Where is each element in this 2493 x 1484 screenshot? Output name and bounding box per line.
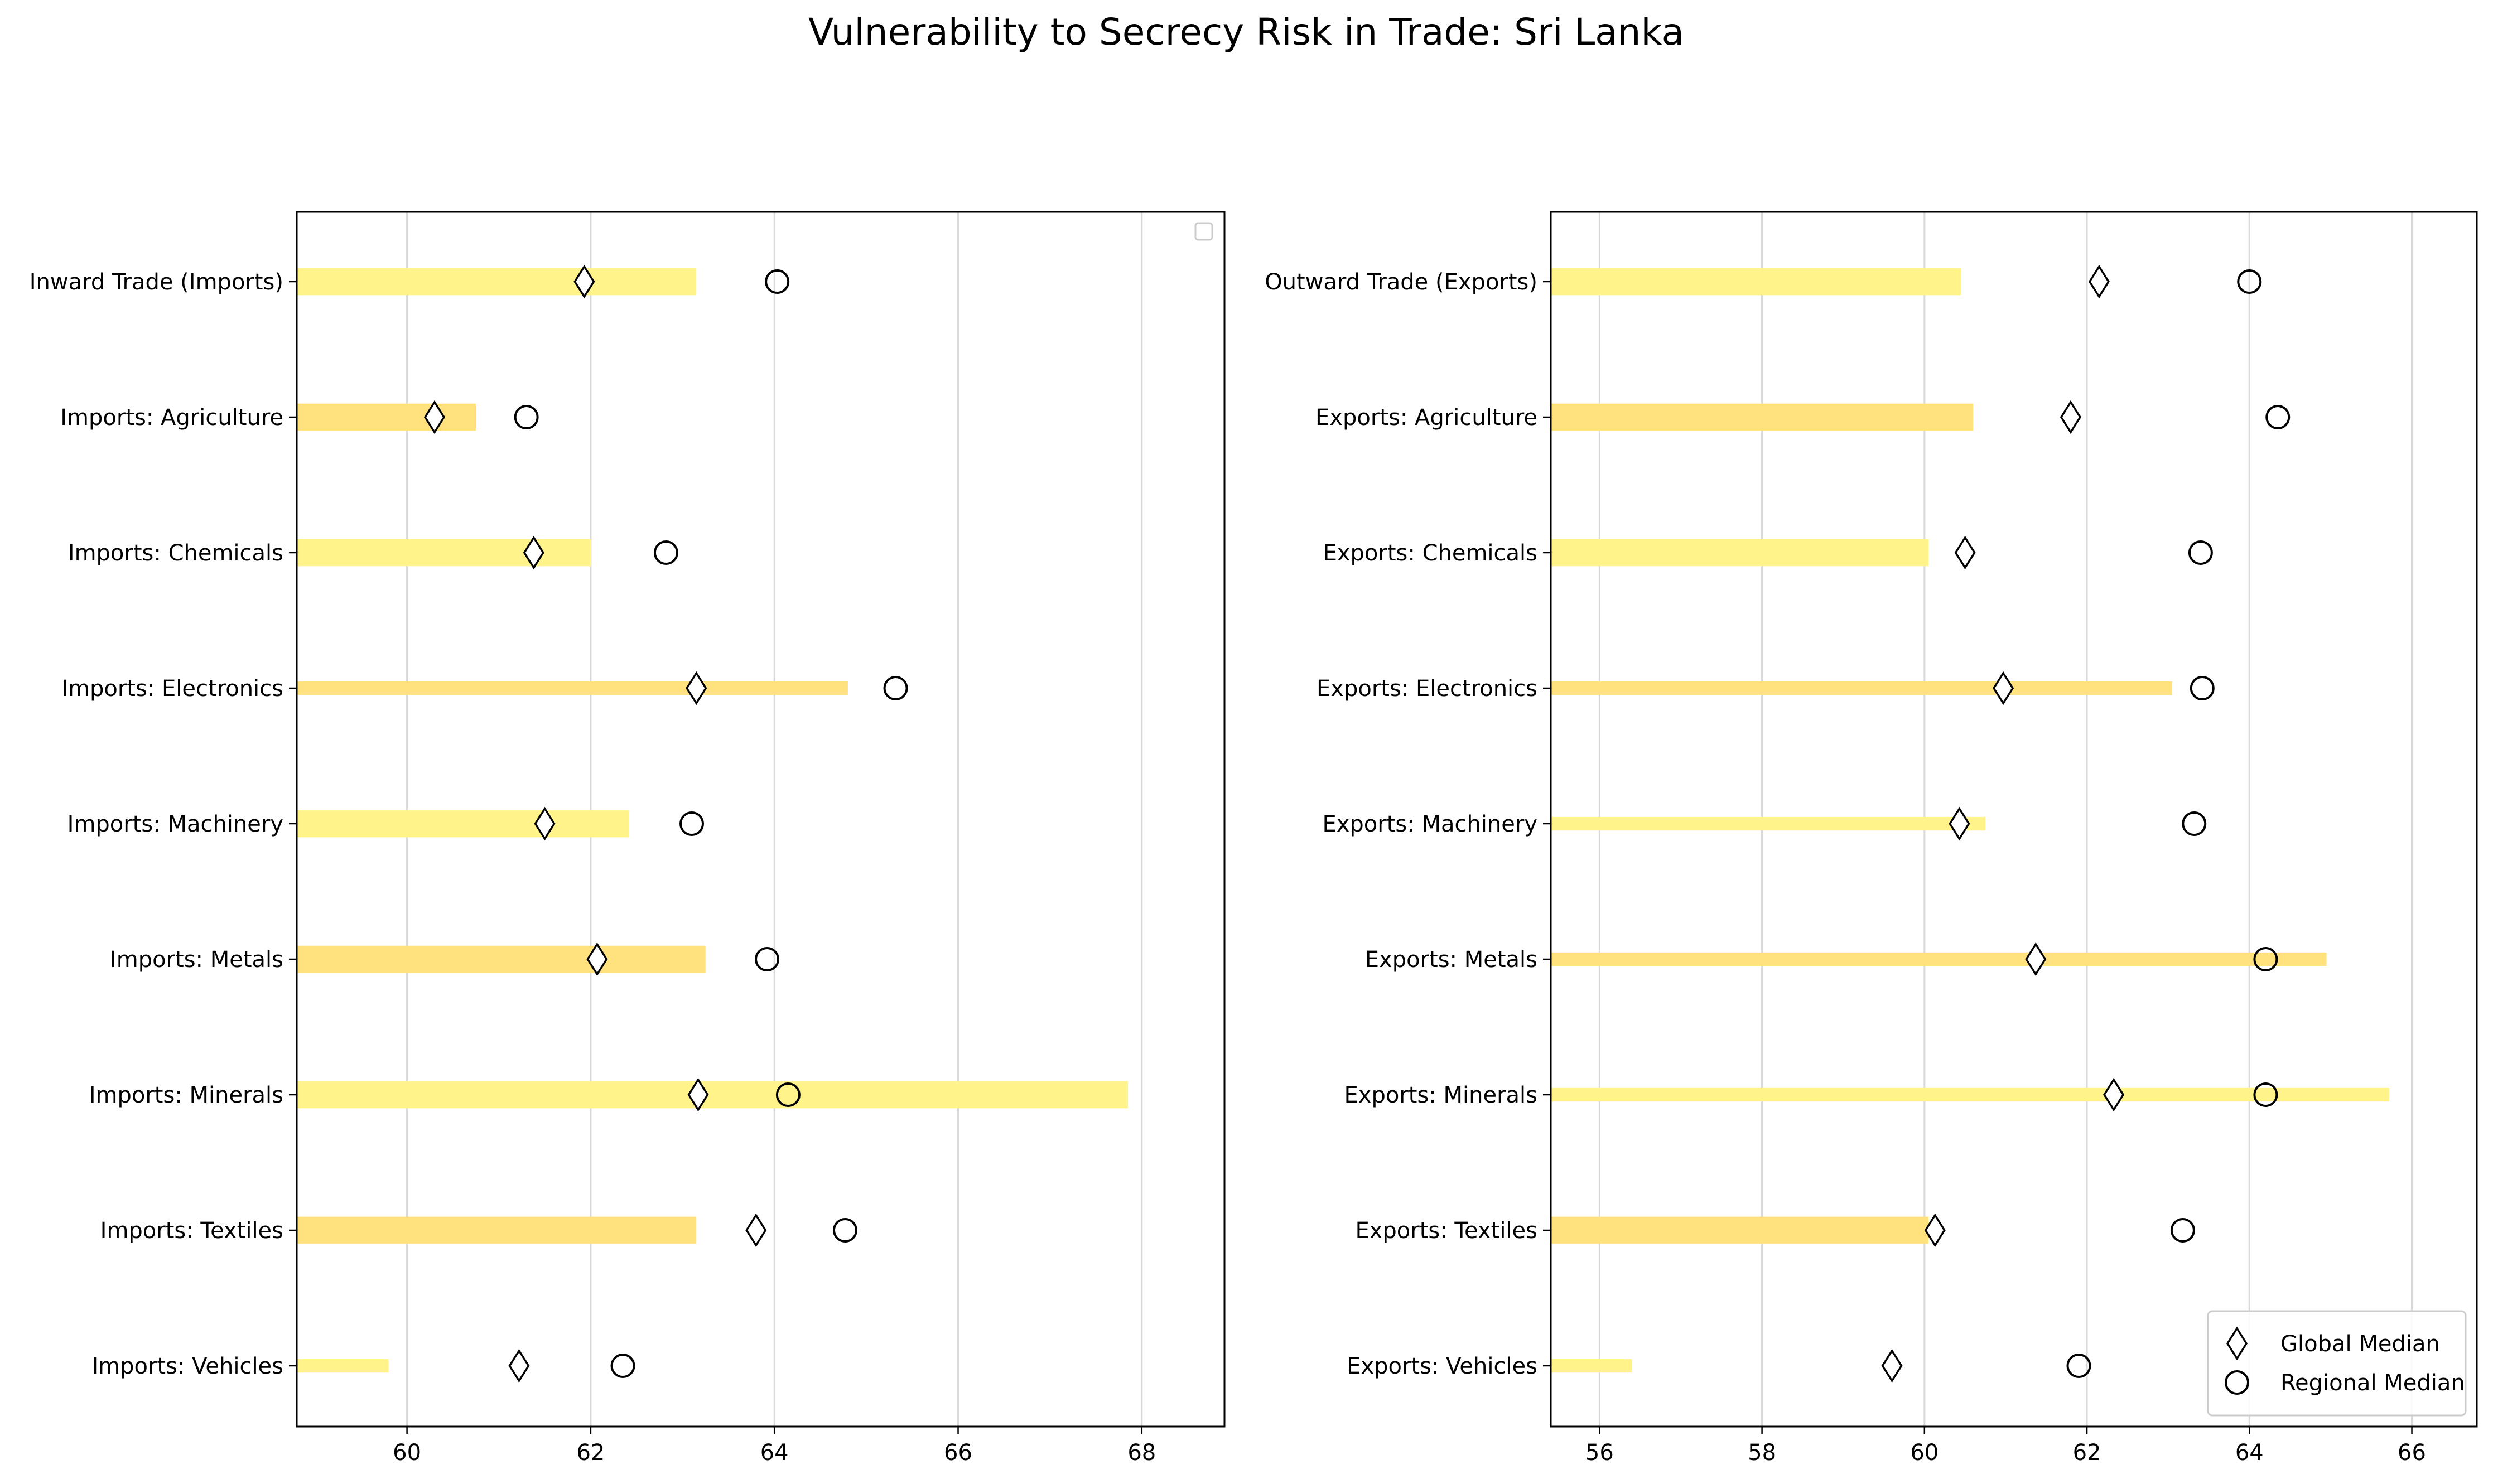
global-median-marker <box>686 671 707 705</box>
regional-median-marker <box>679 811 705 836</box>
global-median-marker <box>534 806 556 841</box>
global-median-marker <box>2103 1077 2125 1112</box>
bar <box>1551 1359 1632 1373</box>
x-tick-label: 66 <box>944 1440 972 1466</box>
bar <box>297 1081 1129 1109</box>
bar <box>1551 952 2327 966</box>
y-tick-label: Imports: Vehicles <box>91 1354 283 1379</box>
global-median-marker <box>1993 671 2014 705</box>
regional-median-marker <box>653 540 678 565</box>
y-tick-label: Exports: Agriculture <box>1315 405 1537 431</box>
regional-median-marker <box>883 676 908 700</box>
regional-median-marker <box>755 947 780 971</box>
x-tick-label: 60 <box>1910 1440 1939 1466</box>
y-tick-label: Imports: Textiles <box>100 1218 283 1244</box>
y-tick-label: Exports: Machinery <box>1322 811 1537 837</box>
regional-median-marker <box>832 1218 857 1243</box>
x-tick-label: 66 <box>2398 1440 2426 1466</box>
regional-median-marker <box>2188 540 2213 565</box>
x-tick-label: 56 <box>1585 1440 1614 1466</box>
regional-median-marker <box>765 269 790 294</box>
bar <box>297 1216 697 1244</box>
bar <box>1551 539 1929 567</box>
legend-global-label: Global Median <box>2280 1331 2440 1357</box>
regional-median-marker <box>514 405 539 429</box>
bar <box>1551 681 2172 695</box>
y-tick-label: Imports: Chemicals <box>68 540 283 566</box>
global-median-marker <box>523 535 544 570</box>
global-median-marker <box>687 1077 709 1112</box>
x-tick-label: 62 <box>2073 1440 2101 1466</box>
bar <box>1551 1087 2389 1102</box>
axes-frame <box>296 211 1226 1428</box>
bar <box>297 945 706 973</box>
bar <box>297 403 476 431</box>
bar <box>297 810 630 838</box>
legend-regional-marker <box>2225 1370 2249 1395</box>
axes-frame <box>1550 211 2478 1428</box>
regional-median-marker <box>610 1354 635 1378</box>
y-tick-label: Exports: Chemicals <box>1323 540 1537 566</box>
y-tick-label: Exports: Vehicles <box>1347 1354 1537 1379</box>
regional-median-marker <box>2265 405 2291 429</box>
y-tick-label: Imports: Electronics <box>61 676 283 702</box>
y-tick-label: Imports: Agriculture <box>60 405 283 431</box>
regional-median-marker <box>2253 1082 2278 1107</box>
global-median-marker <box>1954 535 1976 570</box>
panel-1: 60 62 64 66 68 Inward Trade (Imports) Imports:… <box>30 211 1226 1466</box>
legend: Global Median Regional Median <box>2207 1310 2467 1417</box>
plots-group: 60 62 64 66 68 Inward Trade (Imports) Imports:… <box>30 211 2478 1466</box>
regional-median-marker <box>2066 1354 2091 1378</box>
legend-box <box>2207 1310 2467 1417</box>
bar <box>1551 816 1986 831</box>
global-median-marker <box>2060 400 2081 434</box>
bar <box>297 268 697 296</box>
y-tick-label: Inward Trade (Imports) <box>30 269 283 295</box>
legend-global-marker <box>2226 1326 2248 1361</box>
bar <box>297 681 848 695</box>
x-tick-label: 64 <box>2235 1440 2264 1466</box>
global-median-marker <box>586 942 608 977</box>
x-tick-label: 60 <box>393 1440 421 1466</box>
regional-median-marker <box>775 1082 801 1107</box>
global-median-marker <box>508 1348 530 1383</box>
empty-legend-box <box>1194 222 1213 241</box>
y-tick-label: Exports: Electronics <box>1317 676 1537 702</box>
legend-regional-label: Regional Median <box>2280 1370 2465 1396</box>
global-median-marker <box>573 264 595 299</box>
global-median-marker <box>423 400 446 434</box>
figure-title: Vulnerability to Secrecy Risk in Trade: … <box>808 11 1684 54</box>
x-tick-label: 68 <box>1127 1440 1156 1466</box>
bar <box>297 539 591 567</box>
y-tick-label: Imports: Machinery <box>67 811 283 837</box>
panel-2: 56 58 60 62 64 66 Outward Trade (Exports) Expor… <box>1265 211 2478 1466</box>
y-tick-label: Exports: Textiles <box>1355 1218 1537 1244</box>
x-tick-label: 64 <box>760 1440 789 1466</box>
bar <box>1551 268 1961 296</box>
regional-median-marker <box>2237 269 2262 294</box>
y-tick-label: Imports: Minerals <box>89 1082 283 1108</box>
global-median-marker <box>1949 806 1970 841</box>
global-median-marker <box>2025 942 2047 977</box>
global-median-marker <box>1881 1348 1903 1383</box>
x-tick-label: 62 <box>576 1440 605 1466</box>
y-tick-label: Exports: Minerals <box>1344 1082 1537 1108</box>
bar <box>297 1359 389 1373</box>
y-tick-label: Imports: Metals <box>110 947 283 973</box>
regional-median-marker <box>2190 676 2215 700</box>
bar <box>1551 403 1974 431</box>
y-tick-label: Exports: Metals <box>1365 947 1537 973</box>
global-median-marker <box>745 1213 767 1248</box>
global-median-marker <box>1924 1213 1946 1248</box>
regional-median-marker <box>2182 811 2207 836</box>
bar <box>1551 1216 1929 1244</box>
global-median-marker <box>2088 264 2110 299</box>
regional-median-marker <box>2170 1218 2195 1243</box>
x-tick-label: 58 <box>1748 1440 1776 1466</box>
y-tick-label: Outward Trade (Exports) <box>1265 269 1537 295</box>
regional-median-marker <box>2253 947 2278 971</box>
